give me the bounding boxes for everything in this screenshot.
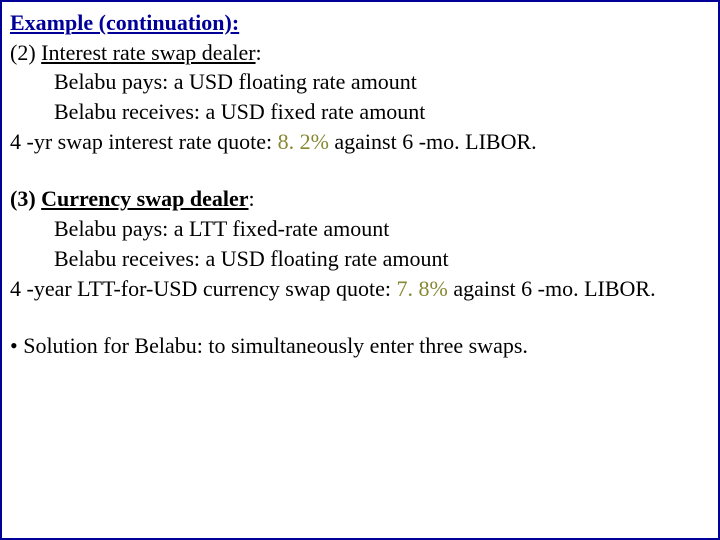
section3-heading: (3) Currency swap dealer: [10, 184, 710, 214]
section3-heading-text: Currency swap dealer [41, 186, 248, 211]
slide-content: Example (continuation): (2) Interest rat… [2, 2, 718, 367]
section2-line1: Belabu pays: a USD floating rate amount [10, 67, 710, 97]
section2-suffix: : [256, 40, 262, 65]
section3-line2: Belabu receives: a USD floating rate amo… [10, 244, 710, 274]
section3-line1: Belabu pays: a LTT fixed-rate amount [10, 214, 710, 244]
section3-quote-prefix: 4 -year LTT-for-USD currency swap quote: [10, 276, 396, 301]
section3-quote-suffix: against 6 -mo. LIBOR. [448, 276, 656, 301]
section2-heading: (2) Interest rate swap dealer: [10, 38, 710, 68]
section2-quote-suffix: against 6 -mo. LIBOR. [329, 129, 537, 154]
section2-heading-text: Interest rate swap dealer [41, 40, 255, 65]
section2-quote: 4 -yr swap interest rate quote: 8. 2% ag… [10, 127, 710, 157]
section2-quote-value: 8. 2% [278, 129, 329, 154]
spacer-2 [10, 303, 710, 331]
section3-quote: 4 -year LTT-for-USD currency swap quote:… [10, 274, 710, 304]
solution-line: • Solution for Belabu: to simultaneously… [10, 331, 710, 361]
section3-quote-value: 7. 8% [396, 276, 447, 301]
spacer-1 [10, 156, 710, 184]
section2-prefix: (2) [10, 40, 41, 65]
section2-line2: Belabu receives: a USD fixed rate amount [10, 97, 710, 127]
section2-quote-prefix: 4 -yr swap interest rate quote: [10, 129, 278, 154]
example-title: Example (continuation): [10, 8, 710, 38]
section3-suffix: : [249, 186, 255, 211]
section3-prefix: (3) [10, 186, 41, 211]
